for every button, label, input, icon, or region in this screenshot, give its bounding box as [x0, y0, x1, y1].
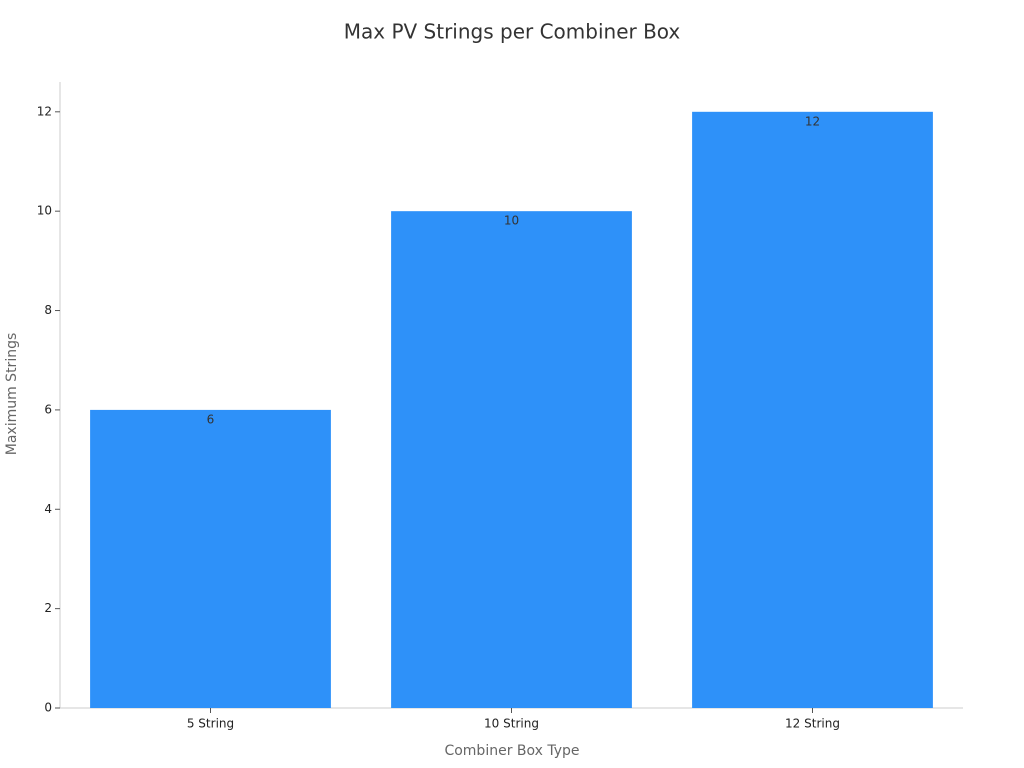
y-tick-label: 10	[37, 204, 52, 218]
value-label: 12	[805, 114, 820, 128]
value-label: 6	[207, 412, 215, 426]
y-tick-label: 6	[44, 402, 52, 416]
bar	[90, 409, 331, 708]
chart-title: Max PV Strings per Combiner Box	[344, 20, 681, 44]
x-tick-label: 12 String	[785, 717, 840, 731]
bar	[692, 111, 933, 709]
y-axis-label: Maximum Strings	[4, 333, 20, 456]
y-tick-label: 2	[44, 601, 52, 615]
y-tick-label: 4	[44, 502, 52, 516]
y-tick-label: 12	[37, 104, 52, 118]
x-axis-label: Combiner Box Type	[444, 743, 579, 759]
bar	[391, 211, 632, 708]
value-label: 10	[504, 214, 519, 228]
y-tick-label: 8	[44, 303, 52, 317]
y-tick-label: 0	[44, 701, 52, 715]
x-tick-label: 5 String	[187, 717, 234, 731]
x-tick-label: 10 String	[484, 717, 539, 731]
